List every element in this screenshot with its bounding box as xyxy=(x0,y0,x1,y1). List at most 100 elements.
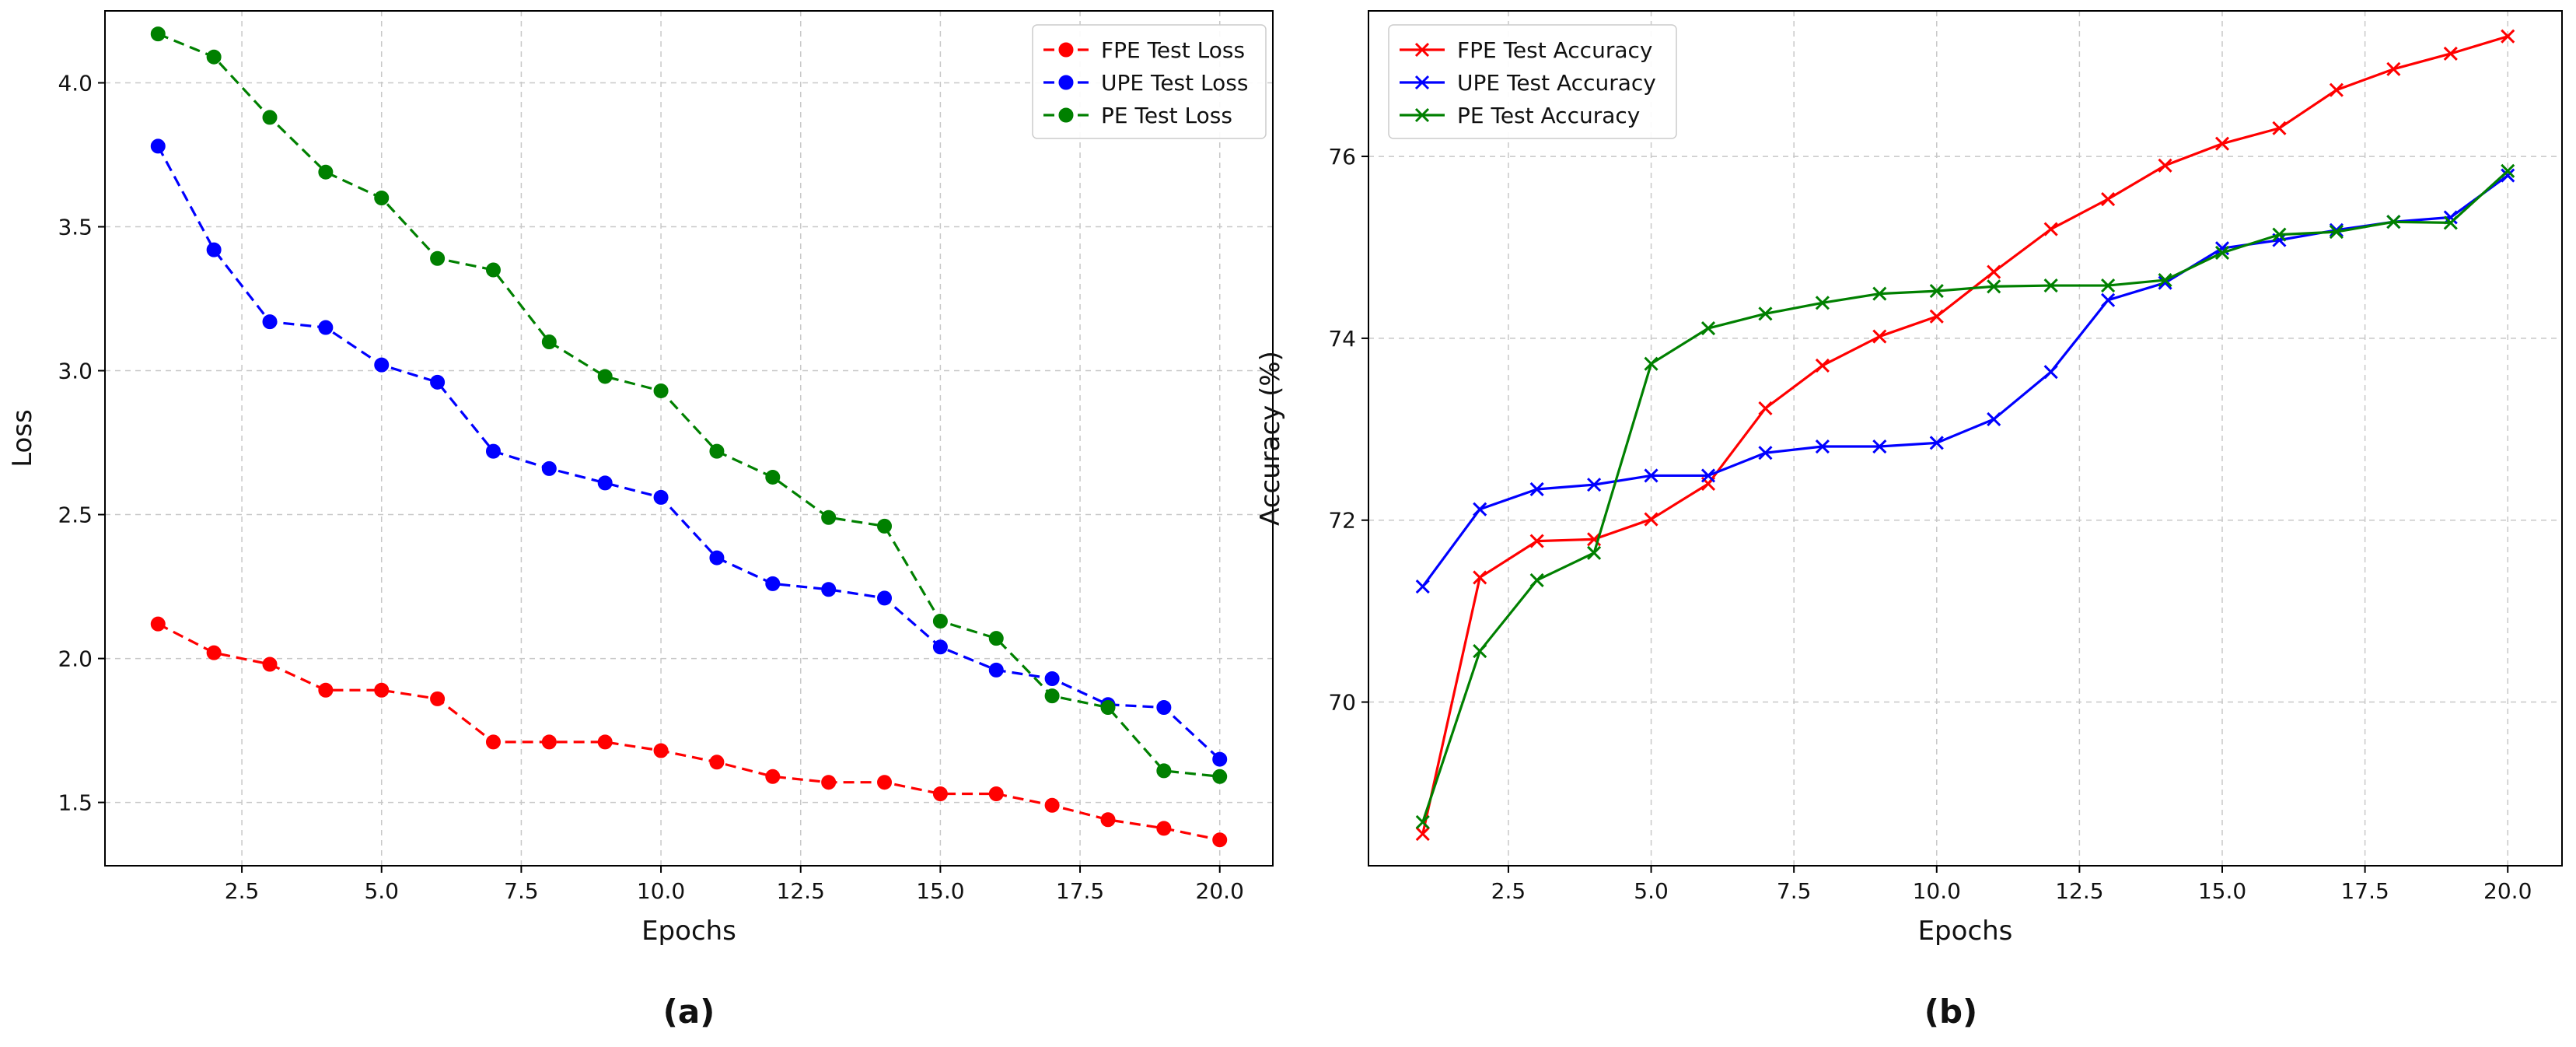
data-point xyxy=(1100,699,1116,715)
data-point xyxy=(2214,136,2230,151)
accuracy-chart-panel: 2.5 5.0 7.5 10.0 12.5 15.0 17.5 20.0 70 72 74 76 Epo… xyxy=(1255,10,2563,947)
series-upe-test-loss xyxy=(150,138,1228,767)
data-point xyxy=(709,755,725,770)
acc-y-axis-label: Accuracy (%) xyxy=(1255,351,1286,526)
data-point xyxy=(1644,468,1658,483)
data-point xyxy=(1700,468,1716,483)
legend-box xyxy=(1032,24,1267,139)
data-point xyxy=(1758,306,1773,321)
acc-legend: FPE Test Accuracy UPE Test Accuracy PE Tes… xyxy=(1388,24,1677,139)
data-point xyxy=(150,138,166,154)
data-point xyxy=(2158,158,2172,173)
data-point xyxy=(1529,573,1544,587)
data-point xyxy=(1529,534,1544,548)
series-line-pe-test-loss xyxy=(157,33,1220,778)
x-tick-label: 17.5 xyxy=(2340,878,2389,904)
data-point xyxy=(1415,580,1430,594)
data-point xyxy=(709,443,725,459)
y-tick-label: 74 xyxy=(1328,326,1356,352)
data-point xyxy=(541,734,557,750)
loss-legend: FPE Test Loss UPE Test Loss PE Test Loss xyxy=(1032,24,1267,139)
data-point xyxy=(932,613,948,629)
data-point xyxy=(1100,812,1116,828)
data-point xyxy=(821,582,837,597)
data-point xyxy=(1473,570,1487,585)
data-point xyxy=(1473,502,1487,516)
x-tick-label: 5.0 xyxy=(1634,878,1669,904)
data-point xyxy=(597,369,613,384)
data-point xyxy=(1587,478,1602,492)
data-point xyxy=(1044,688,1060,704)
data-point xyxy=(2043,222,2058,236)
x-tick-label: 12.5 xyxy=(777,878,825,904)
data-point xyxy=(262,314,278,330)
legend-label: UPE Test Accuracy xyxy=(1457,70,1656,96)
data-point xyxy=(206,645,222,660)
data-point xyxy=(1529,481,1544,497)
data-point xyxy=(877,775,893,790)
data-point xyxy=(877,518,893,534)
data-point xyxy=(1987,264,2001,279)
data-point xyxy=(1473,644,1487,659)
data-point xyxy=(318,164,334,180)
data-point xyxy=(1644,512,1658,527)
data-point xyxy=(1415,814,1430,829)
data-point xyxy=(653,743,669,758)
data-point xyxy=(2501,29,2515,44)
data-point xyxy=(1815,358,1830,373)
data-point xyxy=(2101,191,2116,207)
data-point xyxy=(150,26,166,42)
legend-marker xyxy=(1414,107,1430,123)
y-tick-label: 3.0 xyxy=(58,359,93,384)
y-tick-label: 76 xyxy=(1328,144,1356,170)
data-point xyxy=(1929,309,1944,324)
data-point xyxy=(653,489,669,505)
data-point xyxy=(2272,121,2287,135)
data-point xyxy=(485,443,501,459)
data-point xyxy=(430,691,446,706)
legend-label: PE Test Loss xyxy=(1101,103,1232,128)
data-point xyxy=(485,262,501,278)
series-line-fpe-test-accuracy xyxy=(1421,35,2508,835)
data-point xyxy=(2329,225,2344,240)
acc-plot-frame xyxy=(1368,10,2563,867)
x-tick-label: 20.0 xyxy=(1196,878,1244,904)
series-fpe-test-accuracy xyxy=(1415,29,2515,842)
legend-label: PE Test Accuracy xyxy=(1457,103,1640,128)
x-tick-label: 7.5 xyxy=(504,878,539,904)
x-tick-label: 10.0 xyxy=(637,878,685,904)
legend-label: FPE Test Loss xyxy=(1101,37,1245,63)
data-point xyxy=(988,662,1004,678)
x-tick-label: 2.5 xyxy=(225,878,260,904)
x-tick-label: 15.0 xyxy=(2198,878,2246,904)
data-point xyxy=(709,550,725,566)
data-point xyxy=(150,616,166,632)
data-point xyxy=(2443,215,2458,230)
x-tick-label: 2.5 xyxy=(1491,878,1526,904)
data-point xyxy=(1815,296,1830,310)
data-point xyxy=(1156,821,1172,836)
data-point xyxy=(1872,329,1887,344)
legend-marker xyxy=(1414,42,1430,58)
data-point xyxy=(597,475,613,491)
data-point xyxy=(1212,751,1228,767)
data-point xyxy=(1044,671,1060,686)
data-point xyxy=(1758,446,1773,460)
series-upe-test-accuracy xyxy=(1415,168,2515,594)
data-point xyxy=(262,110,278,125)
data-point xyxy=(1415,827,1430,842)
x-tick-label: 10.0 xyxy=(1913,878,1961,904)
data-point xyxy=(1758,401,1773,415)
y-tick-label: 1.5 xyxy=(58,790,93,816)
data-point xyxy=(541,460,557,476)
y-tick-label: 2.5 xyxy=(58,502,93,528)
data-point xyxy=(765,576,781,591)
data-point xyxy=(653,383,669,398)
x-tick-label: 5.0 xyxy=(364,878,399,904)
series-pe-test-loss xyxy=(150,26,1228,784)
data-point xyxy=(597,734,613,750)
data-point xyxy=(2043,278,2058,293)
data-point xyxy=(430,250,446,266)
data-point xyxy=(821,775,837,790)
